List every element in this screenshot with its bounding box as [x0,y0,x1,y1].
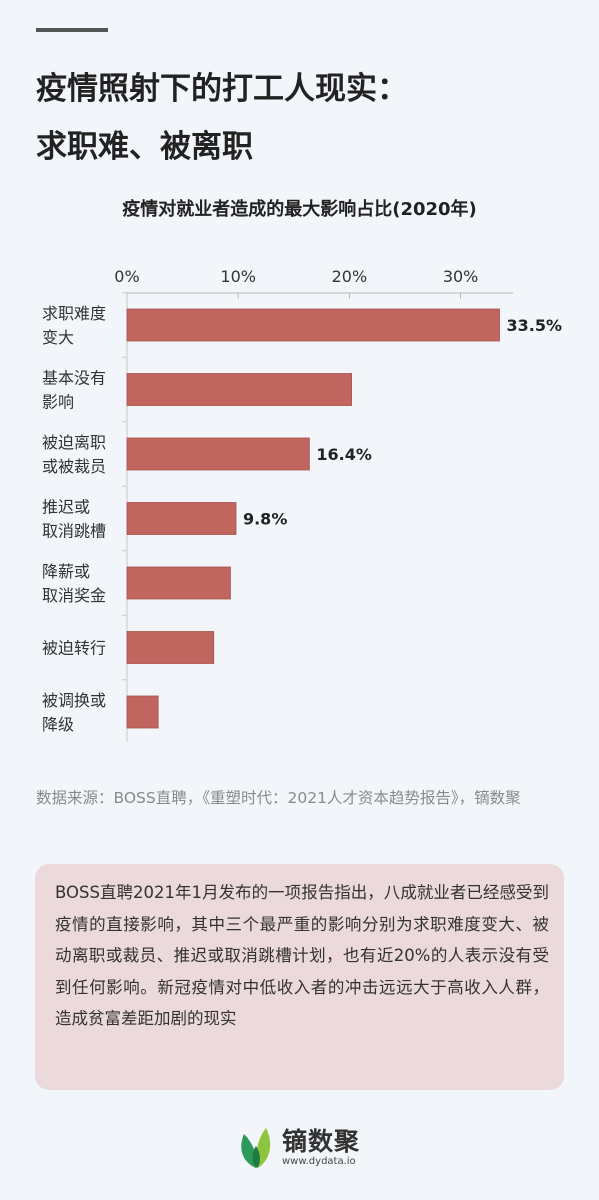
category-label: 基本没有影响 [42,369,106,412]
x-tick-label: 10% [220,267,256,286]
bar [126,308,500,342]
summary-box: BOSS直聘2021年1月发布的一项报告指出，八成就业者已经感受到疫情的直接影响… [35,864,564,1090]
source-note: 数据来源：BOSS直聘，《重塑时代：2021人才资本趋势报告》，镝数聚 [36,789,521,807]
bar [126,695,159,729]
bar [126,437,310,471]
category-label: 降薪或取消奖金 [42,562,106,605]
chart-title: 疫情对就业者造成的最大影响占比(2020年) [122,199,477,220]
bar [126,502,237,535]
page-title: 疫情照射下的打工人现实： 求职难、被离职 [36,60,576,176]
x-tick-label: 20% [332,267,368,286]
x-tick-label: 0% [114,267,139,286]
data-label: 16.4% [316,445,372,464]
category-label: 被调换或降级 [42,691,106,734]
brand-name: 镝数聚 [282,1127,361,1156]
leaf-logo-icon [241,1128,271,1168]
category-label: 被迫离职或被裁员 [42,433,106,476]
page-title-line-1: 疫情照射下的打工人现实： [36,71,408,107]
summary-text: BOSS直聘2021年1月发布的一项报告指出，八成就业者已经感受到疫情的直接影响… [55,883,549,1028]
category-label: 被迫转行 [42,639,106,658]
data-label: 9.8% [243,510,287,529]
brand-logo: 镝数聚 www.dydata.io [236,1122,376,1170]
brand-url: www.dydata.io [282,1156,356,1167]
bar [126,631,215,664]
category-label: 推迟或取消跳槽 [42,498,106,541]
page-title-line-2: 求职难、被离职 [36,129,253,165]
data-label: 33.5% [507,316,563,335]
bar [126,373,353,406]
category-label: 求职难度变大 [42,304,106,347]
x-tick-label: 30% [443,267,479,286]
top-rule [36,28,108,32]
bar [126,566,231,600]
